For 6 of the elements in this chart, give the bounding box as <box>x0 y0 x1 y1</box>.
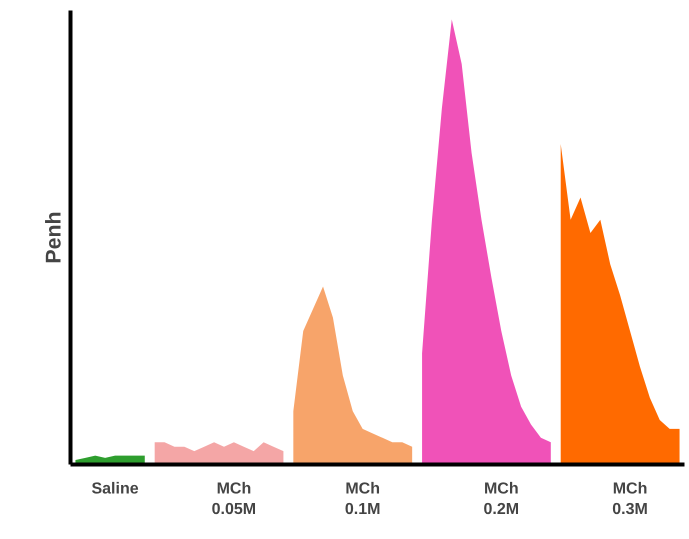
x-tick-label: MCh 0.05M <box>212 480 256 518</box>
x-tick-label: Saline <box>92 480 139 498</box>
x-tick-label: MCh 0.3M <box>612 480 648 518</box>
x-tick-label: MCh 0.1M <box>344 480 380 518</box>
x-tick-label: MCh 0.2M <box>484 480 520 518</box>
y-axis-title: Penh <box>42 211 66 264</box>
